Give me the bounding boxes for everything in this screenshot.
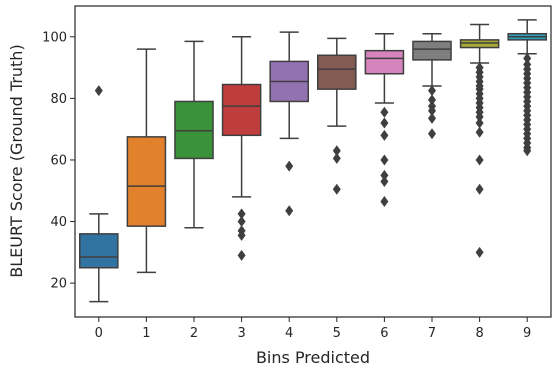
y-tick-label-20: 20	[50, 277, 67, 292]
outlier-7-0	[428, 85, 436, 97]
outlier-7-4	[428, 112, 436, 124]
x-tick-label-7: 7	[428, 326, 436, 341]
box-8	[459, 23, 500, 258]
outlier-4-0	[285, 160, 294, 172]
outlier-8-12	[475, 117, 484, 129]
outlier-8-11	[475, 111, 484, 123]
axes-layer: 20 40 60 80 100 0 1 2 3 4 5 6 7 8 9	[42, 30, 531, 341]
y-tick-label-80: 80	[50, 92, 67, 107]
x-tick-label-8: 8	[475, 326, 483, 341]
box-body-5	[317, 54, 357, 90]
outlier-8-13	[475, 126, 484, 138]
box-6	[364, 32, 405, 208]
box-body-1	[126, 136, 167, 227]
outlier-6-1	[380, 117, 389, 129]
y-tick-label-60: 60	[50, 153, 67, 168]
x-tick-label-9: 9	[523, 326, 531, 341]
outlier-6-4	[380, 169, 389, 181]
outlier-9-20	[523, 145, 532, 157]
x-tick-label-4: 4	[285, 326, 293, 341]
y-axis-label: BLEURT Score (Ground Truth)	[7, 44, 26, 277]
box-body-7	[412, 40, 452, 61]
outlier-6-2	[380, 129, 389, 141]
outlier-8-16	[475, 246, 484, 258]
outlier-8-15	[475, 183, 484, 195]
x-tick-label-5: 5	[333, 326, 341, 341]
box-7	[412, 32, 452, 140]
box-body-3	[221, 83, 262, 137]
outlier-7-3	[428, 105, 436, 117]
box-0	[79, 85, 119, 303]
outlier-6-0	[380, 106, 389, 118]
outlier-5-0	[332, 145, 341, 157]
y-tick-label-100: 100	[42, 30, 67, 45]
outlier-3-3	[237, 229, 246, 241]
x-tick-label-0: 0	[95, 326, 103, 341]
x-tick-label-6: 6	[380, 326, 388, 341]
outlier-7-1	[428, 94, 436, 106]
box-body-2	[174, 100, 214, 160]
box-3	[221, 36, 262, 261]
box-body-8	[459, 39, 500, 49]
box-1	[126, 48, 167, 274]
box-body-6	[364, 49, 405, 75]
outlier-5-1	[332, 152, 341, 164]
outlier-5-2	[332, 183, 341, 195]
outlier-7-5	[428, 128, 436, 140]
outlier-9-0	[523, 52, 532, 64]
box-body-0	[79, 233, 119, 269]
box-2	[174, 40, 214, 229]
y-tick-label-40: 40	[50, 215, 67, 230]
outlier-3-4	[237, 249, 246, 261]
outlier-6-3	[380, 154, 389, 166]
box-9	[507, 19, 547, 157]
outlier-4-1	[285, 205, 294, 217]
outlier-3-0	[237, 208, 246, 220]
plot-frame	[74, 5, 552, 318]
x-tick-label-2: 2	[190, 326, 198, 341]
box-5	[317, 37, 357, 195]
x-tick-label-3: 3	[237, 326, 245, 341]
x-tick-label-1: 1	[142, 326, 150, 341]
outlier-0-0	[94, 85, 103, 97]
box-4	[269, 31, 309, 217]
outlier-8-14	[475, 154, 484, 166]
x-axis-label: Bins Predicted	[256, 348, 370, 367]
outlier-3-1	[237, 216, 246, 228]
boxes-layer	[79, 19, 547, 303]
outlier-6-6	[380, 196, 389, 208]
outlier-6-5	[380, 176, 389, 188]
